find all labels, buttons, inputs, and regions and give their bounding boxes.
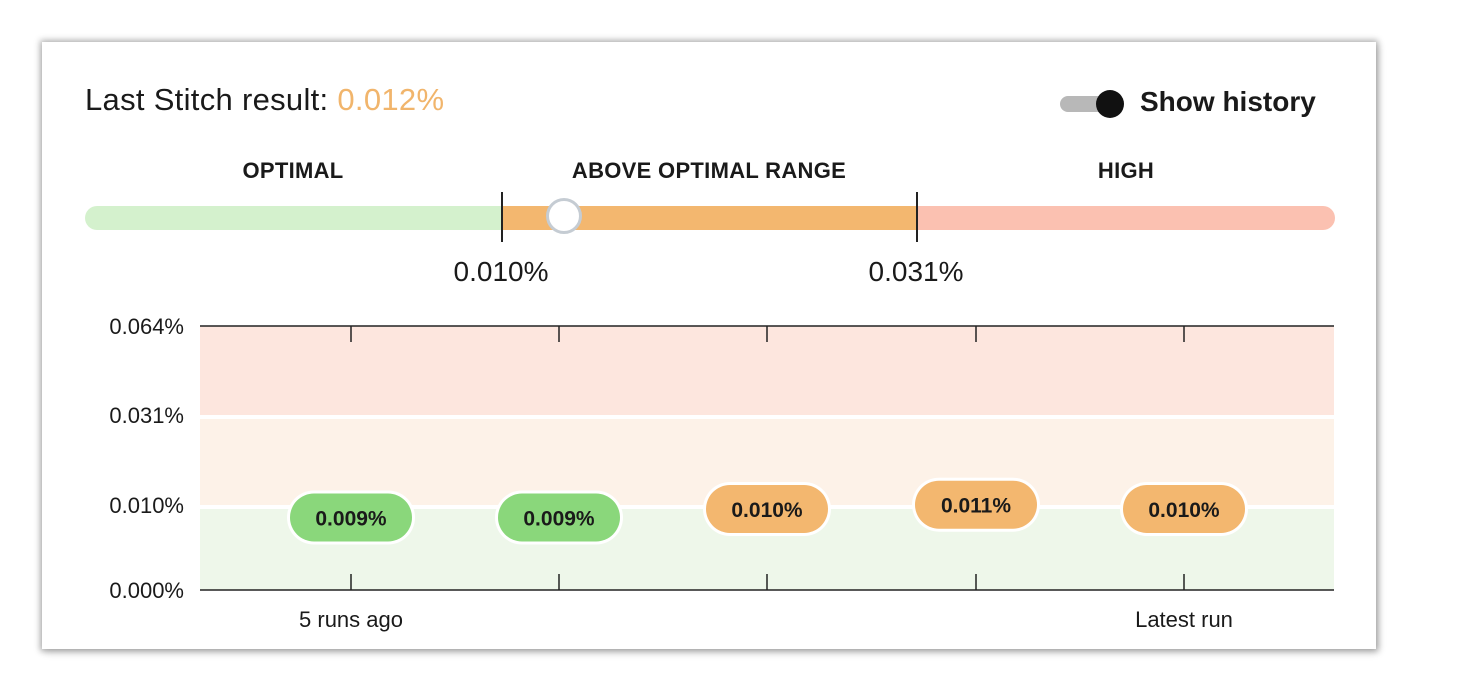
range-segment-high: [917, 206, 1335, 230]
range-threshold-tick: [916, 192, 918, 242]
stitch-result-card: Last Stitch result: 0.012% Show history …: [42, 42, 1376, 649]
data-point-pill: [498, 493, 620, 542]
chart-x-label: Latest run: [1135, 607, 1233, 632]
chart-x-label: 5 runs ago: [299, 607, 403, 632]
chart-y-tick-label: 0.064%: [109, 314, 184, 339]
result-title-prefix: Last Stitch result:: [85, 82, 338, 117]
chart-y-tick-label: 0.010%: [109, 493, 184, 518]
data-point-label: 0.011%: [941, 495, 1011, 518]
threshold-label-high: 0.031%: [868, 256, 964, 287]
toggle-label: Show history: [1140, 86, 1316, 117]
data-point-pill: [915, 480, 1037, 529]
result-value: 0.012%: [337, 82, 445, 117]
show-history-toggle[interactable]: Show history: [1060, 86, 1350, 128]
result-marker[interactable]: [546, 198, 582, 234]
zone-label-above-optimal: ABOVE OPTIMAL RANGE: [571, 158, 847, 183]
data-point-label: 0.009%: [315, 508, 387, 531]
history-chart: 0.000% 0.010% 0.031% 0.064% 5 runs ago Latest…: [109, 314, 1334, 632]
range-threshold-tick: [501, 192, 503, 242]
data-point-label: 0.010%: [1148, 499, 1220, 522]
data-point-label: 0.010%: [731, 499, 803, 522]
data-point-pill: [706, 485, 828, 533]
chart-y-tick-label: 0.000%: [109, 578, 184, 603]
zone-label-high: HIGH: [1097, 158, 1155, 183]
toggle-knob[interactable]: [1096, 90, 1124, 118]
data-point-pill: [1123, 485, 1245, 533]
threshold-label-low: 0.010%: [453, 256, 549, 287]
data-point-label: 0.009%: [523, 508, 595, 531]
result-title: Last Stitch result: 0.012%: [85, 82, 444, 118]
range-segment-optimal: [85, 206, 501, 230]
data-point-pill: [290, 493, 412, 542]
chart-y-tick-label: 0.031%: [109, 403, 184, 428]
zone-label-optimal: OPTIMAL: [242, 158, 344, 183]
